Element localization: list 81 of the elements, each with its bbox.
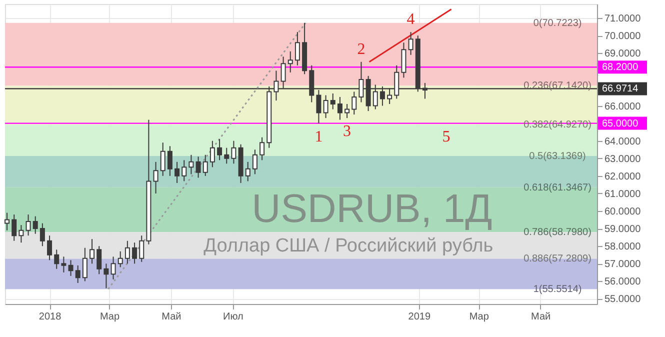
candlestick [245, 161, 250, 182]
candlestick [40, 222, 45, 247]
x-tick-label: Мар [100, 312, 120, 322]
candlestick [401, 42, 406, 78]
annotation: 5 [442, 128, 450, 146]
y-tick-label: 56.0000 [604, 276, 642, 288]
candlestick [160, 142, 166, 176]
candlestick [124, 240, 130, 264]
annotation: 1 [314, 128, 323, 146]
candlestick [153, 161, 158, 194]
y-tick-label: 59.0000 [604, 224, 642, 236]
annotation: 4 [406, 11, 415, 28]
candlestick [54, 249, 60, 270]
x-tick-label: Май [162, 312, 182, 322]
y-tick-label: 60.0000 [604, 206, 642, 218]
candlestick [174, 161, 180, 184]
candlestick [188, 154, 194, 175]
candlestick [96, 246, 102, 275]
y-tick-label: 66.0000 [604, 101, 642, 112]
candlestick [104, 263, 109, 289]
candlestick [352, 91, 357, 116]
candlestick [260, 136, 265, 161]
y-tick-label: 71.0000 [604, 14, 642, 25]
x-tick-label: 2019 [408, 312, 431, 322]
annotation: 3 [343, 123, 352, 140]
candlestick [294, 32, 300, 66]
candlestick [47, 235, 52, 261]
candlestick [217, 138, 222, 161]
x-tick-label: Май [531, 312, 551, 322]
candlestick [61, 256, 66, 273]
annotation: 0.618(61.3467) [524, 182, 592, 194]
y-tick-label: 64.0000 [604, 136, 642, 148]
ref-line-label: 66.9714 [602, 84, 639, 95]
y-tick-label: 61.0000 [604, 188, 642, 200]
candlestick [182, 160, 187, 182]
candlestick [110, 256, 116, 280]
candlestick [132, 242, 138, 264]
candlestick [4, 212, 10, 231]
y-tick-label: 58.0000 [604, 242, 642, 253]
candlestick [344, 104, 350, 119]
candlestick [68, 260, 74, 276]
candlestick [288, 50, 293, 73]
annotation: 0(70.7223) [533, 18, 582, 29]
candlestick [196, 156, 201, 178]
candlestick [18, 224, 24, 244]
annotation: 2 [357, 40, 366, 58]
candlestick [202, 154, 208, 176]
candlestick [167, 146, 172, 176]
candlestick [210, 140, 215, 168]
x-tick-label: Июл [223, 312, 244, 322]
text: Доллар США / Российский рубль [204, 236, 494, 256]
y-tick-label: 70.0000 [604, 31, 642, 42]
annotation: 1(55.5514) [533, 284, 582, 296]
y-tick-label: 69.0000 [604, 48, 642, 60]
candlestick [252, 149, 258, 175]
text: USDRUB, 1Д [252, 186, 492, 231]
y-tick-label: 57.0000 [604, 259, 642, 270]
candlestick [26, 214, 31, 236]
candlestick [12, 214, 17, 242]
candlestick [330, 92, 336, 110]
candlestick [231, 140, 236, 164]
y-tick-label: 63.0000 [604, 154, 642, 165]
candlestick [323, 94, 328, 119]
candlestick [224, 147, 230, 164]
candlestick [139, 235, 144, 262]
ref-line-label: 68.2000 [602, 62, 639, 74]
candlestick [337, 96, 342, 120]
candlestick [408, 32, 414, 56]
candlestick [32, 216, 38, 234]
annotation: 0.5(63.1369) [529, 150, 586, 162]
candlestick [90, 238, 95, 264]
y-tick-label: 62.0000 [604, 171, 642, 182]
candlestick [75, 264, 80, 284]
candlestick [118, 250, 123, 268]
x-tick-label: 2018 [38, 312, 62, 322]
annotation: 0.786(58.7980) [524, 227, 592, 238]
y-tick-label: 55.0000 [604, 294, 642, 306]
ref-line-label: 65.0000 [602, 118, 639, 130]
annotation: 0.886(57.2809) [524, 254, 592, 265]
x-tick-label: Мар [469, 312, 490, 322]
candlestick [82, 247, 88, 282]
